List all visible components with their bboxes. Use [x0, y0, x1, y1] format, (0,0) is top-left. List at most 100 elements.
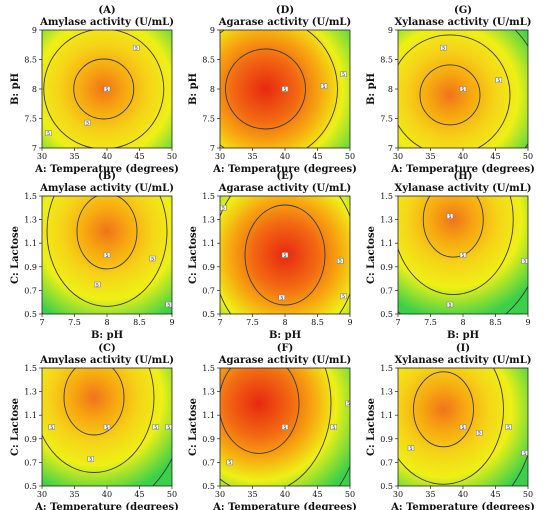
- contour-label-marker: [505, 424, 512, 430]
- y-axis-label: C: Lactose: [366, 398, 377, 456]
- contour-label-marker: [103, 86, 111, 92]
- x-tick-label: 45: [312, 152, 322, 161]
- x-axis-label: A: Temperature (degrees): [390, 164, 535, 175]
- x-tick-label: 50: [167, 490, 177, 499]
- y-tick-label: 1.1: [380, 411, 393, 420]
- contour-line: [46, 196, 168, 307]
- contour-label: 5: [442, 46, 445, 52]
- contour-panel-7: 5 5 5 5 (F)Agarase activity (U/mL) 30 35 40 45 50…: [188, 343, 357, 510]
- contour-label-marker: [320, 83, 328, 89]
- y-tick-label: 0.9: [380, 263, 393, 272]
- contour-label: 5: [167, 302, 170, 308]
- x-tick-label: 35: [425, 490, 435, 499]
- y-tick-label: 1.3: [380, 216, 393, 225]
- x-tick-label: 50: [345, 490, 355, 499]
- contour-line: [43, 30, 165, 148]
- x-tick-label: 8: [460, 318, 465, 327]
- contour-label: 5: [47, 131, 50, 137]
- panel-title: Xylanase activity (U/mL): [394, 183, 531, 194]
- panel-letter: (F): [277, 343, 294, 354]
- contour-label: 5: [222, 206, 225, 212]
- y-tick-label: 7.5: [24, 115, 37, 124]
- y-tick-label: 8.5: [202, 56, 215, 65]
- y-tick-label: 1.1: [202, 239, 215, 248]
- contour-label-marker: [281, 252, 289, 258]
- x-tick-label: 50: [167, 152, 177, 161]
- x-tick-label: 35: [247, 152, 257, 161]
- contour-label-marker: [407, 445, 415, 451]
- x-tick-label: 35: [425, 152, 435, 161]
- x-axis-label: A: Temperature (degrees): [34, 164, 179, 175]
- x-tick-label: 7: [395, 318, 400, 327]
- x-tick-label: 8: [282, 318, 287, 327]
- y-axis-label: B: pH: [10, 73, 21, 105]
- contour-panel-8: 5 5 5 5 5 (I)Xylanase activity (U/mL) 30 35 40 45…: [366, 343, 535, 510]
- y-tick-label: 1.5: [380, 364, 393, 373]
- x-tick-label: 35: [69, 490, 79, 499]
- y-tick-label: 8: [210, 85, 215, 94]
- contour-label-marker: [340, 293, 347, 300]
- panel-letter: (B): [98, 171, 116, 182]
- contour-label: 5: [280, 295, 283, 301]
- contour-label: 5: [228, 460, 231, 466]
- panel-letter: (H): [454, 171, 473, 182]
- y-axis-label: C: Lactose: [188, 398, 199, 456]
- contour-label: 5: [106, 253, 109, 259]
- contour-label-marker: [459, 252, 467, 258]
- y-tick-label: 0.9: [380, 435, 393, 444]
- contour-line: [63, 368, 125, 436]
- y-tick-label: 1.5: [24, 364, 37, 373]
- y-tick-label: 1.5: [202, 364, 215, 373]
- contour-label: 5: [50, 425, 53, 431]
- contour-label-marker: [337, 258, 344, 264]
- y-axis-label: C: Lactose: [188, 226, 199, 284]
- contour-label-marker: [45, 130, 52, 136]
- contour-panel-0: 5 5 5 5 (A)Amylase activity (U/mL) 30 35 40 45 50…: [10, 5, 179, 175]
- x-tick-label: 30: [37, 152, 47, 161]
- y-tick-label: 7: [32, 144, 37, 153]
- y-axis-label: C: Lactose: [10, 398, 21, 456]
- panel-letter: (A): [98, 5, 115, 16]
- contour-label-marker: [345, 400, 350, 407]
- contour-label-marker: [84, 119, 91, 126]
- contour-label-marker: [226, 459, 233, 466]
- x-tick-label: 9: [169, 318, 174, 327]
- contour-label: 5: [135, 46, 138, 52]
- contour-panel-5: 5 5 5 5 (H)Xylanase activity (U/mL) 7 7.5 8 8.5 9…: [366, 171, 532, 341]
- y-axis-label: C: Lactose: [366, 226, 377, 284]
- contour-panel-3: 5 5 5 5 (B)Amylase activity (U/mL) 7 7.5 8 8.5 9 0…: [10, 171, 175, 341]
- y-tick-label: 9: [210, 26, 215, 35]
- y-tick-label: 8: [32, 85, 37, 94]
- contour-line: [398, 34, 511, 148]
- contour-line: [422, 196, 484, 258]
- y-tick-label: 0.5: [380, 482, 393, 491]
- contour-line: [76, 196, 138, 270]
- contour-panel-6: 5 5 5 5 5 (C)Amylase activity (U/mL) 30 35 40 45 5…: [10, 343, 179, 510]
- contour-label-marker: [281, 424, 289, 430]
- contour-label-marker: [281, 86, 289, 92]
- x-tick-label: 7: [39, 318, 44, 327]
- contour-label-marker: [495, 77, 502, 83]
- y-tick-label: 0.5: [202, 310, 215, 319]
- y-axis-label: B: pH: [188, 73, 199, 105]
- x-axis-label: A: Temperature (degrees): [390, 502, 535, 510]
- y-tick-label: 1.3: [202, 216, 215, 225]
- panel-title: Amylase activity (U/mL): [39, 355, 174, 366]
- y-tick-label: 8.5: [380, 56, 393, 65]
- contour-label: 5: [347, 401, 350, 407]
- y-tick-label: 7: [388, 144, 393, 153]
- x-tick-label: 8.5: [311, 318, 324, 327]
- contour-label: 5: [342, 72, 345, 78]
- contour-label: 5: [462, 87, 465, 93]
- y-tick-label: 0.7: [380, 458, 393, 467]
- y-tick-label: 7.5: [202, 115, 215, 124]
- y-tick-label: 0.7: [24, 286, 37, 295]
- x-tick-label: 7.5: [424, 318, 437, 327]
- y-tick-label: 8: [388, 85, 393, 94]
- x-tick-label: 40: [102, 490, 112, 499]
- y-tick-label: 1.5: [380, 192, 393, 201]
- contour-line: [220, 368, 332, 486]
- y-tick-label: 0.5: [202, 482, 215, 491]
- contour-line: [220, 30, 338, 148]
- x-tick-label: 50: [523, 152, 533, 161]
